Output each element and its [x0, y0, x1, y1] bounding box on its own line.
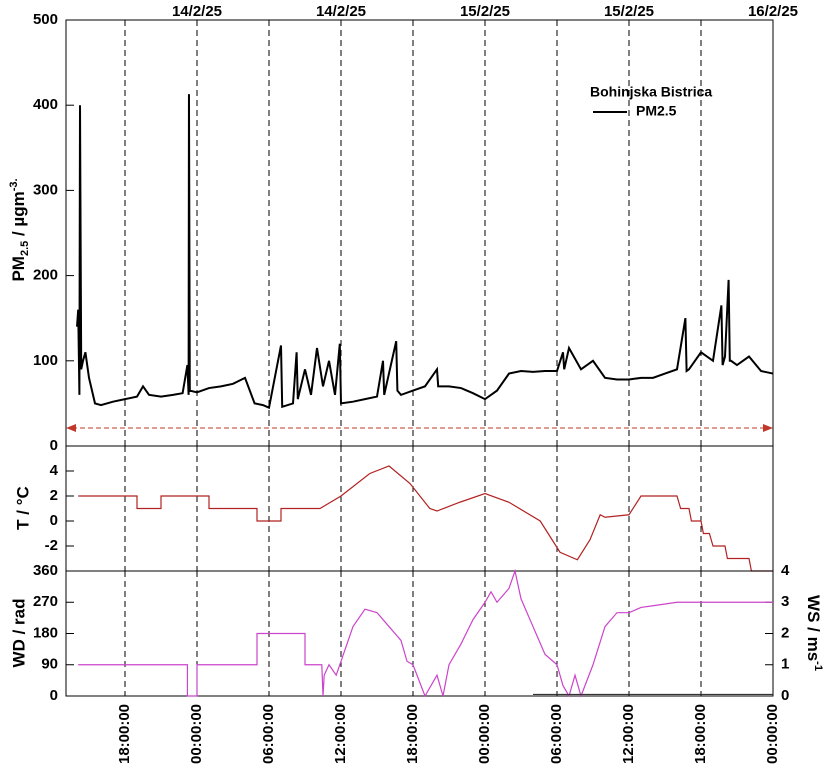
- legend-title: Bohinjska Bistrica: [590, 84, 712, 100]
- y-tick-label: 270: [33, 593, 58, 610]
- x-tick-label: 18:00:00: [404, 704, 421, 764]
- x-tick-label: 18:00:00: [692, 704, 709, 764]
- plot-frame: [65, 570, 774, 697]
- data-line: [78, 568, 773, 698]
- label-sub: 2.5: [19, 241, 31, 256]
- y2-tick-label: 3: [781, 593, 789, 610]
- legend-label: PM2.5: [636, 103, 677, 119]
- y-axis-label: WD / rad: [9, 599, 28, 668]
- label-part: PM: [9, 256, 28, 282]
- x-tick-label: 18:00:00: [116, 704, 133, 764]
- x-tick-label: 12:00:00: [332, 704, 349, 764]
- y-tick-label: 90: [41, 656, 58, 673]
- plot-frame: [65, 445, 774, 572]
- x-tick-label: 00:00:00: [764, 704, 781, 764]
- y-tick-label: -2: [45, 537, 58, 554]
- y2-axis-label: WS / ms-1: [804, 595, 825, 671]
- y-tick-label: 0: [50, 687, 58, 704]
- label-sup: -3.: [8, 178, 20, 191]
- y-axis-label: PM2.5 / µgm-3.: [8, 178, 31, 281]
- arrow-head: [763, 424, 773, 432]
- x-tick-label: 06:00:00: [260, 704, 277, 764]
- y-tick-label: 360: [33, 562, 58, 579]
- x-tick-label: 00:00:00: [476, 704, 493, 764]
- x2-tick-label: 14/2/25: [172, 3, 222, 20]
- label-sup: -1: [812, 661, 824, 671]
- x2-tick-label: 15/2/25: [604, 3, 654, 20]
- data-line: [76, 94, 774, 410]
- y-tick-label: 4: [50, 462, 59, 479]
- y-tick-label: 0: [50, 512, 58, 529]
- label-part: WS / ms: [804, 595, 823, 661]
- y-tick-label: 180: [33, 624, 58, 641]
- x-tick-label: 00:00:00: [188, 704, 205, 764]
- x-tick-label: 12:00:00: [620, 704, 637, 764]
- y-tick-label: 0: [50, 437, 58, 454]
- y2-tick-label: 1: [781, 656, 789, 673]
- arrow-head: [66, 424, 76, 432]
- y2-tick-label: 4: [781, 562, 790, 579]
- x2-tick-label: 15/2/25: [460, 3, 510, 20]
- x-tick-label: 06:00:00: [548, 704, 565, 764]
- x2-tick-label: 16/2/25: [748, 3, 798, 20]
- y-tick-label: 500: [33, 11, 58, 28]
- y-tick-label: 400: [33, 96, 58, 113]
- y-axis-label: T / °C: [13, 486, 32, 530]
- label-part: / µgm: [9, 191, 28, 240]
- y-tick-label: 100: [33, 352, 58, 369]
- data-line: [78, 465, 773, 572]
- y2-tick-label: 0: [781, 687, 789, 704]
- y-tick-label: 200: [33, 267, 58, 284]
- y2-tick-label: 2: [781, 624, 789, 641]
- y-tick-label: 300: [33, 181, 58, 198]
- x2-tick-label: 14/2/25: [316, 3, 366, 20]
- y-tick-label: 2: [50, 487, 58, 504]
